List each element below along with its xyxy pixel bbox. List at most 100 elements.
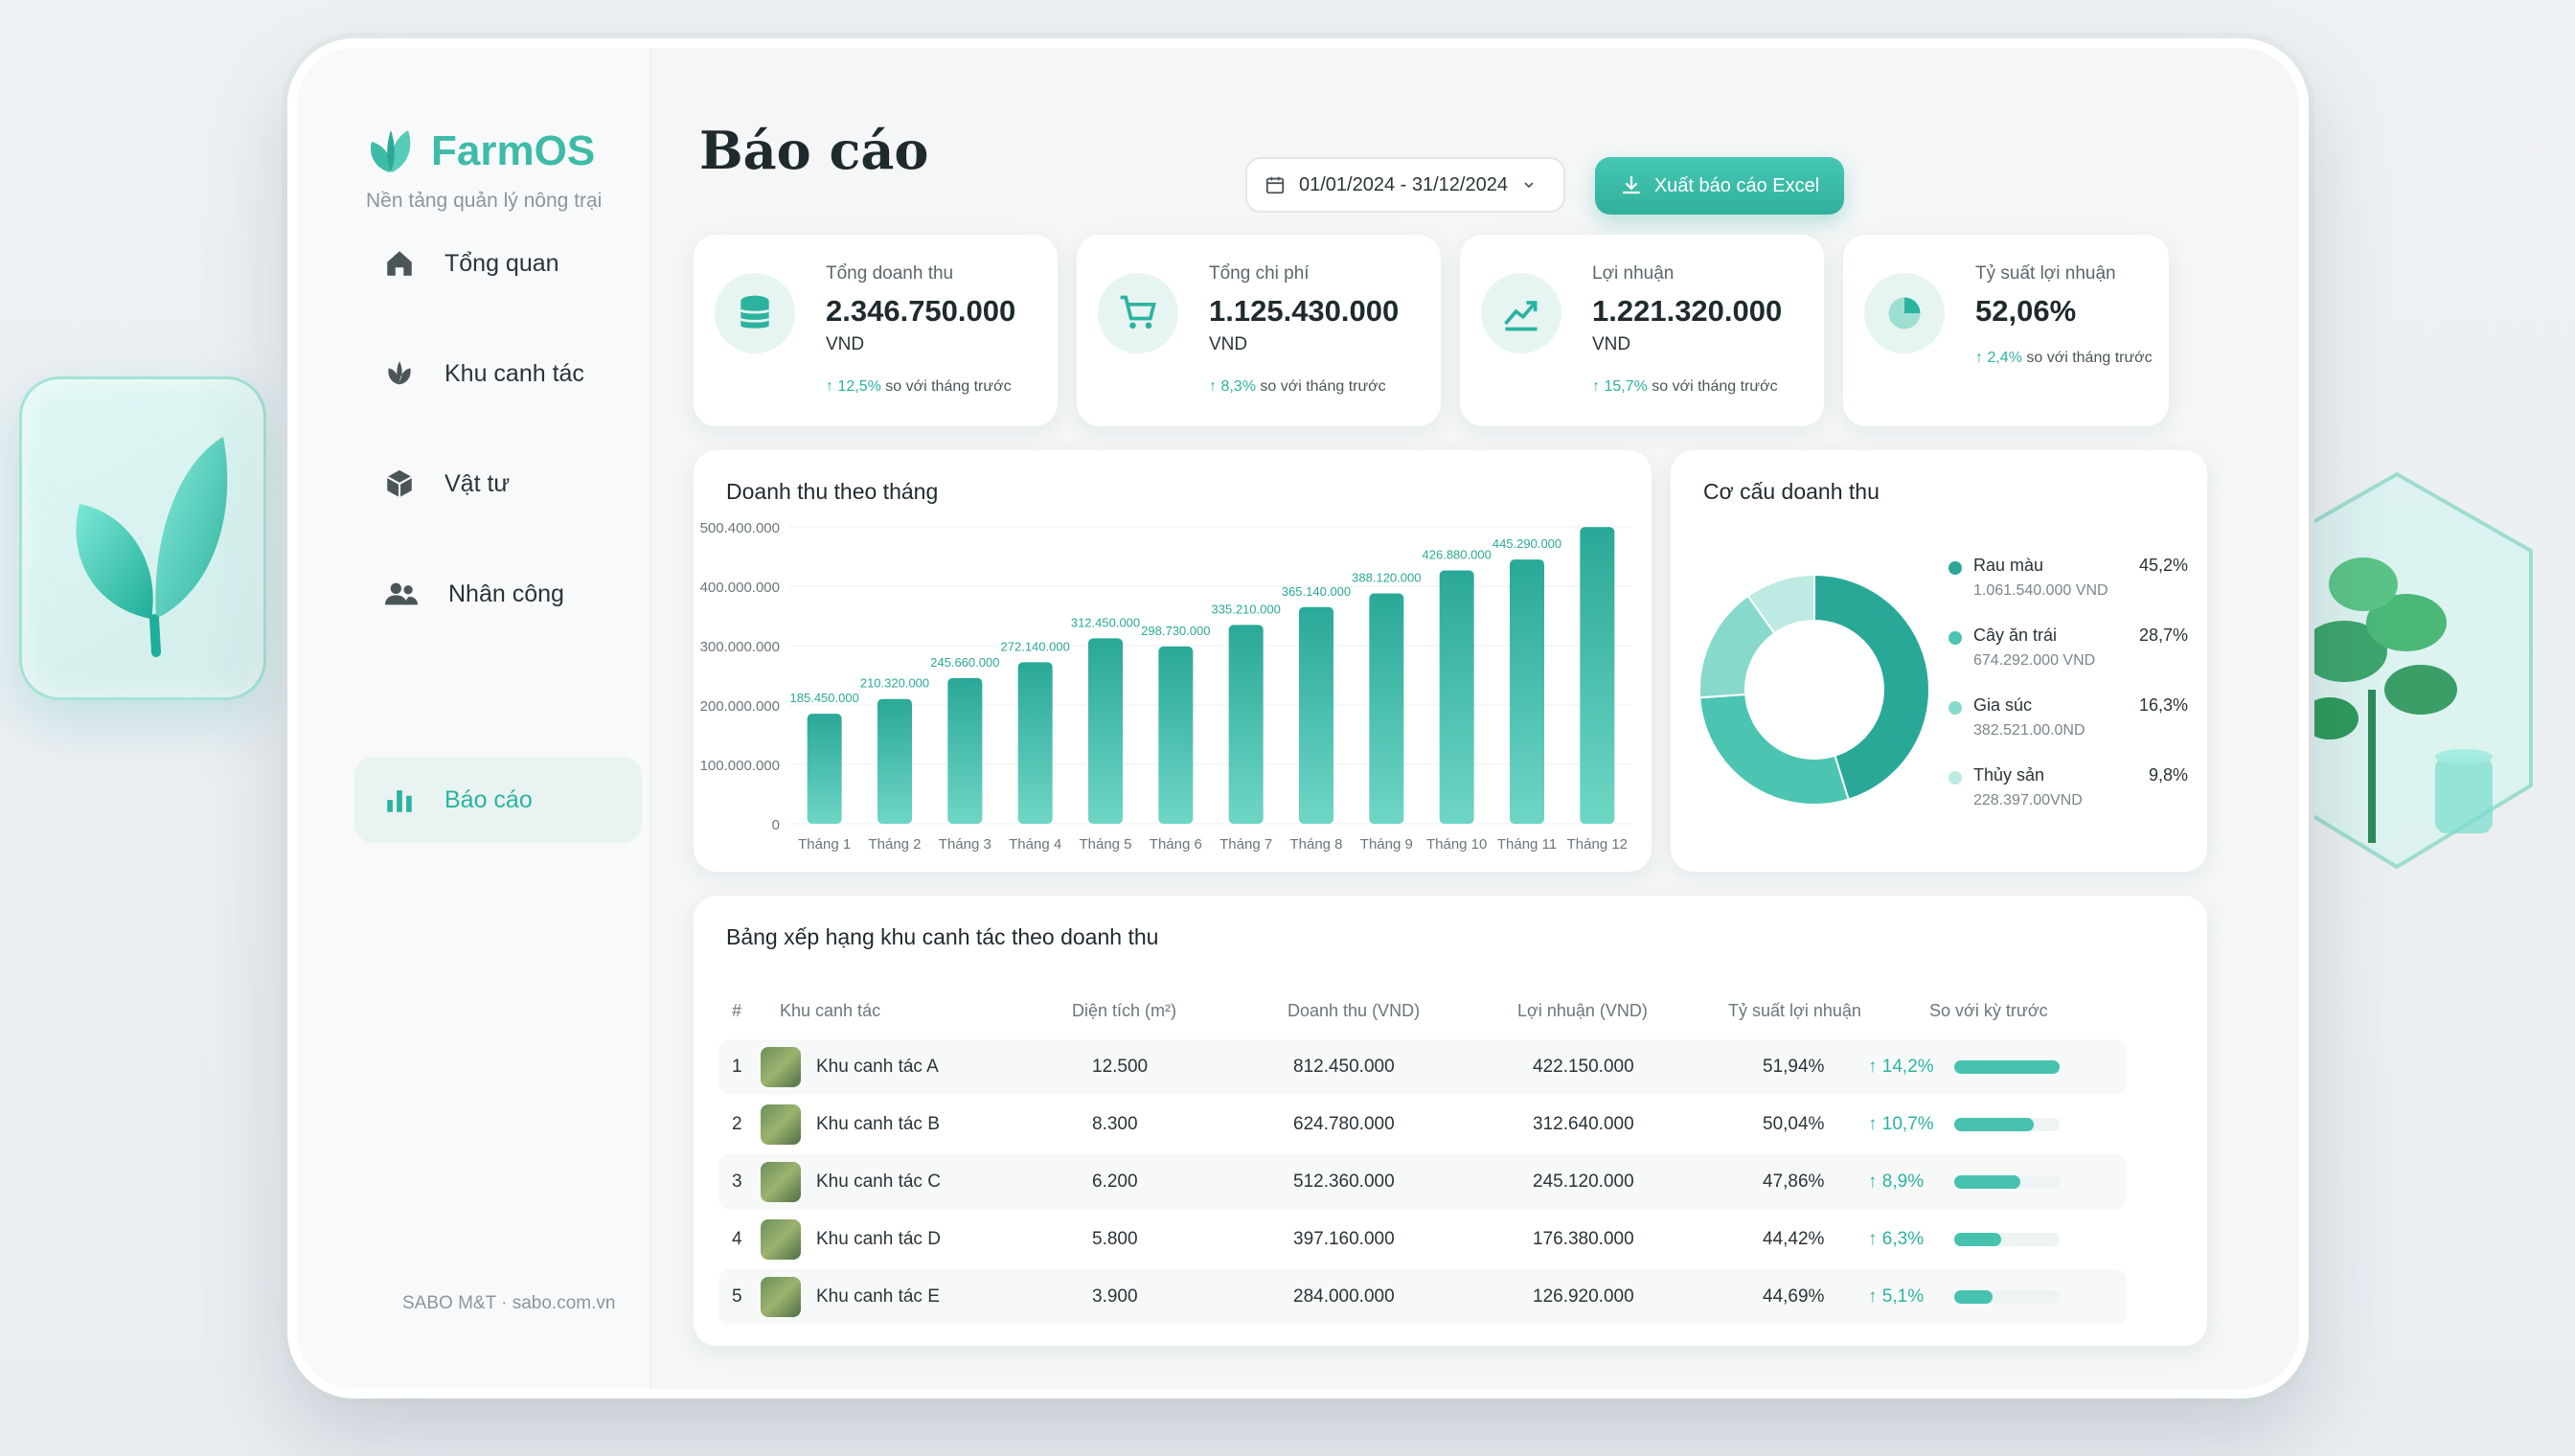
kpi-change: ↑ 12,5% so với tháng trước xyxy=(826,378,1012,396)
sidebar-item-overview[interactable]: Tổng quan xyxy=(354,220,642,307)
monthly-revenue-chart: 500.400.000 400.000.000 300.000.000 200.000… xyxy=(700,520,1632,853)
farm-area-thumbnail xyxy=(761,1162,801,1202)
kpi-change: ↑ 2,4% so với tháng trước xyxy=(1975,350,2153,367)
table-row[interactable]: 3 Khu canh tác C 6.200 512.360.000 245.120.0… xyxy=(718,1154,2127,1210)
cell-margin: 44,69% xyxy=(1763,1286,1825,1307)
sidebar-item-supplies[interactable]: Vật tư xyxy=(354,441,642,527)
legend-dot xyxy=(1948,771,1962,785)
legend-amount: 228.397.00VND xyxy=(1973,792,2083,808)
home-icon xyxy=(387,251,412,276)
donut-slice[interactable] xyxy=(1746,573,1815,635)
legend-percent: 16,3% xyxy=(2138,695,2188,715)
x-tick-label: Tháng 8 xyxy=(1289,836,1342,853)
cell-rank: 1 xyxy=(732,1057,742,1077)
change-bar-fill xyxy=(1954,1118,2034,1131)
database-icon xyxy=(715,273,795,353)
kpi-label: Lợi nhuận xyxy=(1592,263,1675,284)
y-tick-label: 500.400.000 xyxy=(700,520,780,536)
table-row[interactable]: 4 Khu canh tác D 5.800 397.160.000 176.380.0… xyxy=(718,1212,2127,1267)
monthly-revenue-card: Doanh thu theo tháng 500.400.000 400.000.… xyxy=(694,450,1652,872)
x-tick-label: Tháng 11 xyxy=(1497,836,1557,853)
cell-margin: 51,94% xyxy=(1763,1057,1825,1077)
app-tagline: Nền tảng quản lý nông trại xyxy=(366,190,603,212)
plant-area-icon xyxy=(388,361,411,385)
x-tick-label: Tháng 9 xyxy=(1360,836,1413,853)
sidebar-item-label: Tổng quan xyxy=(444,249,559,277)
sidebar-item-reports[interactable]: Báo cáo xyxy=(354,757,642,843)
table-row[interactable]: 5 Khu canh tác E 3.900 284.000.000 126.920.0… xyxy=(718,1269,2127,1325)
cell-revenue: 284.000.000 xyxy=(1293,1286,1395,1307)
bar[interactable] xyxy=(807,714,842,824)
legend-amount: 1.061.540.000 VND xyxy=(1973,582,2108,599)
kpi-change: ↑ 15,7% so với tháng trước xyxy=(1592,378,1778,396)
legend-percent: 9,8% xyxy=(2148,765,2188,785)
bar[interactable] xyxy=(877,698,912,824)
bar[interactable] xyxy=(1439,570,1474,824)
box-icon xyxy=(386,469,413,498)
users-icon xyxy=(385,582,418,605)
kpi-change-value: ↑ 2,4% xyxy=(1975,350,2022,366)
change-bar-track xyxy=(1954,1290,2060,1304)
leaf-icon xyxy=(76,437,228,657)
sidebar-item-label: Nhân công xyxy=(448,580,564,607)
cell-change: ↑ 10,7% xyxy=(1868,1114,1934,1134)
bar-value-label: 185.450.000 xyxy=(790,691,859,705)
cell-profit: 422.150.000 xyxy=(1533,1057,1634,1077)
bar[interactable] xyxy=(947,677,983,824)
cell-name: Khu canh tác D xyxy=(816,1229,941,1249)
legend-amount: 382.521.00.0ND xyxy=(1973,722,2085,739)
export-button-label: Xuất báo cáo Excel xyxy=(1653,174,1820,196)
cell-name: Khu canh tác A xyxy=(816,1057,939,1077)
x-tick-label: Tháng 4 xyxy=(1009,836,1061,853)
cell-area: 3.900 xyxy=(1092,1286,1138,1307)
pie-icon xyxy=(1864,273,1945,353)
chevron-down-icon xyxy=(1524,182,1534,189)
date-range-picker[interactable]: 01/01/2024 - 31/12/2024 xyxy=(1245,157,1565,213)
bar[interactable] xyxy=(1088,638,1123,824)
change-bar-track xyxy=(1954,1060,2060,1074)
change-bar-track xyxy=(1954,1118,2060,1131)
bar[interactable] xyxy=(1228,625,1264,824)
sidebar-item-workers[interactable]: Nhân công xyxy=(354,551,642,637)
legend-percent: 45,2% xyxy=(2138,556,2188,575)
donut-slice[interactable] xyxy=(1813,573,1931,801)
bar[interactable] xyxy=(1158,646,1194,824)
kpi-label: Tổng chi phí xyxy=(1209,263,1310,284)
legend-dot xyxy=(1948,631,1962,645)
y-tick-label: 400.000.000 xyxy=(700,580,780,596)
chart-title: Doanh thu theo tháng xyxy=(726,479,939,504)
cell-rank: 3 xyxy=(732,1172,742,1192)
y-tick-label: 300.000.000 xyxy=(700,639,780,655)
bar-value-label: 210.320.000 xyxy=(860,676,929,691)
cell-margin: 50,04% xyxy=(1763,1114,1825,1134)
bar-value-label: 388.120.000 xyxy=(1352,571,1421,585)
main-content: Báo cáo 01/01/2024 - 31/12/2024 Xuất báo… xyxy=(671,38,2299,1399)
bar[interactable] xyxy=(1580,527,1615,824)
page-title: Báo cáo xyxy=(699,120,929,181)
bar[interactable] xyxy=(1299,606,1333,824)
cell-area: 8.300 xyxy=(1092,1114,1138,1134)
brand-logo[interactable]: FarmOS xyxy=(364,125,595,178)
y-tick-label: 200.000.000 xyxy=(700,698,780,715)
bar-value-label: 426.880.000 xyxy=(1423,548,1492,562)
cell-profit: 245.120.000 xyxy=(1533,1172,1634,1192)
table-row[interactable]: 2 Khu canh tác B 8.300 624.780.000 312.640.0… xyxy=(718,1097,2127,1152)
kpi-card-total-cost: Tổng chi phí 1.125.430.000 VND ↑ 8,3% so… xyxy=(1077,235,1441,426)
x-tick-label: Tháng 10 xyxy=(1426,836,1487,853)
kpi-value: 52,06% xyxy=(1975,294,2077,328)
kpi-card-total-revenue: Tổng doanh thu 2.346.750.000 VND ↑ 12,5%… xyxy=(694,235,1058,426)
bar[interactable] xyxy=(1369,593,1404,824)
bar[interactable] xyxy=(1017,662,1053,824)
legend-name: Cây ăn trái xyxy=(1973,626,2058,645)
kpi-change: ↑ 8,3% so với tháng trước xyxy=(1209,378,1386,396)
export-excel-button[interactable]: Xuất báo cáo Excel xyxy=(1595,157,1844,215)
table-title: Bảng xếp hạng khu canh tác theo doanh th… xyxy=(726,924,1159,949)
legend-dot xyxy=(1948,561,1962,575)
donut-slice[interactable] xyxy=(1698,693,1850,806)
table-row[interactable]: 1 Khu canh tác A 12.500 812.450.000 422.150.… xyxy=(718,1039,2127,1095)
sidebar-item-farm-areas[interactable]: Khu canh tác xyxy=(354,330,642,417)
kpi-card-profit-margin: Tỷ suất lợi nhuận 52,06% ↑ 2,4% so với t… xyxy=(1843,235,2169,426)
bar[interactable] xyxy=(1510,559,1544,824)
kpi-unit: VND xyxy=(1592,334,1631,354)
change-bar-fill xyxy=(1954,1290,1993,1304)
